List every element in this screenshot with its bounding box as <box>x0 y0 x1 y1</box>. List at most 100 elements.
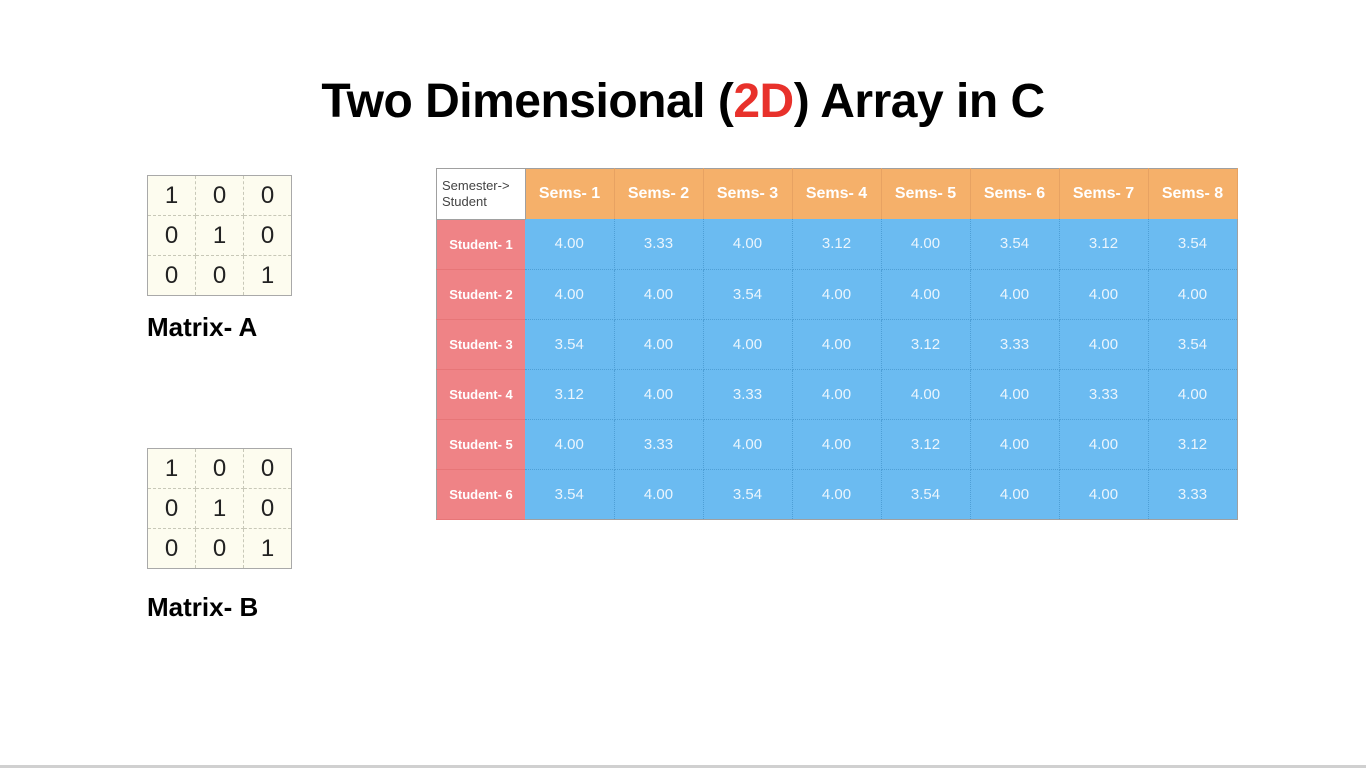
table-row: Student- 3 3.54 4.00 4.00 4.00 3.12 3.33 4.00 3.… <box>436 319 1238 370</box>
grade-cell: 4.00 <box>970 419 1060 470</box>
grade-cell: 4.00 <box>1059 319 1149 370</box>
table-row: Student- 5 4.00 3.33 4.00 4.00 3.12 4.00 4.00 3.… <box>436 419 1238 470</box>
matrix-cell: 0 <box>195 528 244 569</box>
matrix-cell: 1 <box>147 175 196 216</box>
matrix-cell: 0 <box>195 448 244 489</box>
student-row-header: Student- 5 <box>436 419 525 470</box>
grade-cell: 4.00 <box>614 369 704 420</box>
grade-cell: 3.33 <box>703 369 793 420</box>
grade-cell: 3.33 <box>614 219 704 270</box>
matrix-cell: 0 <box>147 488 196 529</box>
grade-cell: 3.12 <box>792 219 882 270</box>
grade-cell: 4.00 <box>792 419 882 470</box>
grade-cell: 4.00 <box>525 269 615 320</box>
grade-cell: 4.00 <box>970 369 1060 420</box>
table-row: Student- 4 3.12 4.00 3.33 4.00 4.00 4.00 3.33 4.… <box>436 369 1238 420</box>
grade-cell: 3.54 <box>703 469 793 520</box>
grade-cell: 4.00 <box>792 469 882 520</box>
student-row-header: Student- 6 <box>436 469 525 520</box>
grade-cell: 3.12 <box>525 369 615 420</box>
grade-cell: 4.00 <box>614 469 704 520</box>
grade-cell: 4.00 <box>792 319 882 370</box>
grade-cell: 3.33 <box>1059 369 1149 420</box>
matrix-b-label: Matrix- B <box>147 592 259 622</box>
table-row: Student- 6 3.54 4.00 3.54 4.00 3.54 4.00 4.00 3.… <box>436 469 1238 520</box>
matrix-cell: 1 <box>243 255 292 296</box>
slide-title: Two Dimensional (2D) Array in C <box>0 70 1366 134</box>
student-row-header: Student- 2 <box>436 269 525 320</box>
grade-cell: 4.00 <box>703 219 793 270</box>
grade-cell: 4.00 <box>1059 419 1149 470</box>
semester-column-header: Sems- 1 <box>525 168 615 219</box>
student-row-header: Student- 4 <box>436 369 525 420</box>
grade-cell: 4.00 <box>703 419 793 470</box>
grade-cell: 3.33 <box>1148 469 1238 520</box>
matrix-cell: 0 <box>147 528 196 569</box>
grade-cell: 3.54 <box>970 219 1060 270</box>
matrix-cell: 1 <box>195 215 244 256</box>
grade-cell: 3.12 <box>881 319 971 370</box>
semester-column-header: Sems- 5 <box>881 168 971 219</box>
grade-cell: 4.00 <box>525 419 615 470</box>
semester-column-header: Sems- 7 <box>1059 168 1149 219</box>
matrix-cell: 0 <box>243 488 292 529</box>
table-row: Student- 2 4.00 4.00 3.54 4.00 4.00 4.00 4.00 4.… <box>436 269 1238 320</box>
grade-cell: 3.12 <box>1059 219 1149 270</box>
semester-column-header: Sems- 6 <box>970 168 1060 219</box>
table-corner-header: Semester-> Student <box>436 168 526 220</box>
grade-cell: 3.54 <box>1148 219 1238 270</box>
grade-cell: 3.54 <box>881 469 971 520</box>
grade-cell: 3.33 <box>970 319 1060 370</box>
student-row-header: Student- 3 <box>436 319 525 370</box>
grade-cell: 4.00 <box>1148 269 1238 320</box>
grade-cell: 4.00 <box>792 369 882 420</box>
grade-cell: 4.00 <box>614 319 704 370</box>
matrix-cell: 0 <box>147 215 196 256</box>
corner-line-semester: Semester-> <box>442 177 510 193</box>
title-accent-2d: 2D <box>733 75 794 129</box>
grade-cell: 4.00 <box>614 269 704 320</box>
semester-column-header: Sems- 8 <box>1148 168 1238 219</box>
grade-cell: 3.12 <box>881 419 971 470</box>
grade-cell: 4.00 <box>1059 269 1149 320</box>
bottom-divider <box>0 765 1366 768</box>
grade-cell: 3.54 <box>525 469 615 520</box>
matrix-cell: 0 <box>147 255 196 296</box>
grade-cell: 4.00 <box>970 469 1060 520</box>
grade-cell: 3.33 <box>614 419 704 470</box>
semester-column-header: Sems- 4 <box>792 168 882 219</box>
grade-cell: 3.54 <box>525 319 615 370</box>
matrix-cell: 0 <box>243 215 292 256</box>
matrix-cell: 0 <box>243 448 292 489</box>
title-prefix: Two Dimensional ( <box>321 75 734 129</box>
grade-cell: 3.12 <box>1148 419 1238 470</box>
matrix-cell: 0 <box>195 255 244 296</box>
semester-column-header: Sems- 2 <box>614 168 704 219</box>
grade-cell: 4.00 <box>703 319 793 370</box>
grade-cell: 4.00 <box>881 369 971 420</box>
matrix-a-label: Matrix- A <box>147 312 258 342</box>
grade-cell: 4.00 <box>970 269 1060 320</box>
grade-cell: 4.00 <box>1059 469 1149 520</box>
grade-cell: 3.54 <box>703 269 793 320</box>
semester-column-header: Sems- 3 <box>703 168 793 219</box>
grade-cell: 3.54 <box>1148 319 1238 370</box>
matrix-cell: 1 <box>147 448 196 489</box>
corner-line-student: Student <box>442 193 487 209</box>
grade-cell: 4.00 <box>881 219 971 270</box>
table-row: Student- 1 4.00 3.33 4.00 3.12 4.00 3.54 3.12 3.… <box>436 219 1238 270</box>
grade-cell: 4.00 <box>792 269 882 320</box>
grade-cell: 4.00 <box>1148 369 1238 420</box>
title-suffix: ) Array in C <box>793 75 1045 129</box>
grade-cell: 4.00 <box>881 269 971 320</box>
grade-cell: 4.00 <box>525 219 615 270</box>
